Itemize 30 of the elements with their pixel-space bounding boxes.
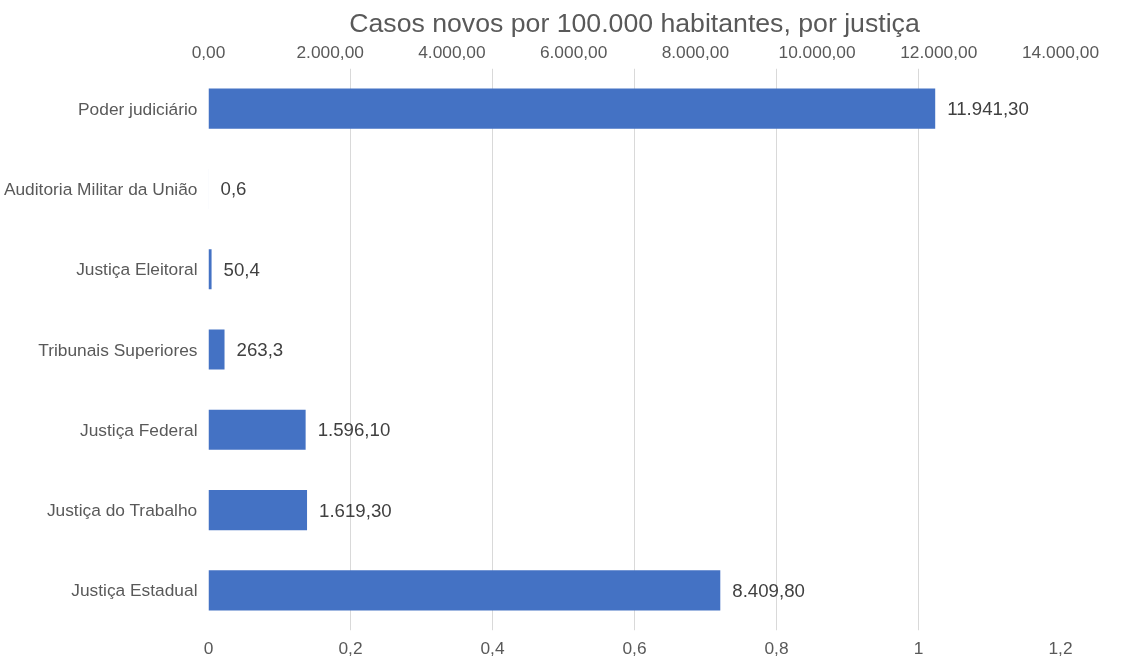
y-tick-label: Poder judiciário [78, 98, 198, 119]
x-tick-label: 1,2 [1048, 637, 1073, 658]
chart-title: Casos novos por 100.000 habitantes, por justiça [349, 7, 920, 38]
x2-tick-label: 12.000,00 [900, 41, 978, 62]
data-label: 1.619,30 [319, 499, 392, 521]
x2-tick-label: 8.000,00 [661, 41, 730, 62]
x2-tick-label: 4.000,00 [418, 41, 486, 62]
x2-tick-label: 14.000,00 [1021, 41, 1100, 62]
y-tick-label: Justiça do Trabalho [46, 500, 198, 521]
x2-tick-label: 0,00 [191, 41, 226, 62]
x2-tick-label: 6.000,00 [539, 41, 608, 62]
x-tick-label: 1 [913, 637, 924, 658]
x-tick-label: 0,8 [764, 637, 789, 658]
y-tick-label: Justiça Eleitoral [76, 259, 198, 280]
y-tick-label: Justiça Federal [80, 419, 198, 440]
y-tick-label: Justiça Estadual [71, 580, 198, 601]
data-label: 50,4 [223, 258, 260, 280]
data-label: 263,3 [236, 339, 284, 360]
data-label: 8.409,80 [732, 579, 805, 601]
x-tick-label: 0,4 [480, 637, 505, 658]
x-tick-label: 0,6 [622, 637, 647, 658]
x-tick-label: 0,2 [338, 637, 363, 658]
data-label: 1.596,10 [317, 419, 391, 441]
data-label: 0,6 [220, 178, 247, 200]
x2-tick-label: 10.000,00 [778, 41, 856, 62]
x2-tick-label: 2.000,00 [296, 41, 364, 62]
data-label: 11.941,30 [947, 98, 1029, 120]
y-tick-label: Auditoria Militar da União [3, 178, 198, 199]
y-tick-label: Tribunais Superiores [38, 339, 198, 360]
x-tick-label: 0 [203, 637, 214, 658]
